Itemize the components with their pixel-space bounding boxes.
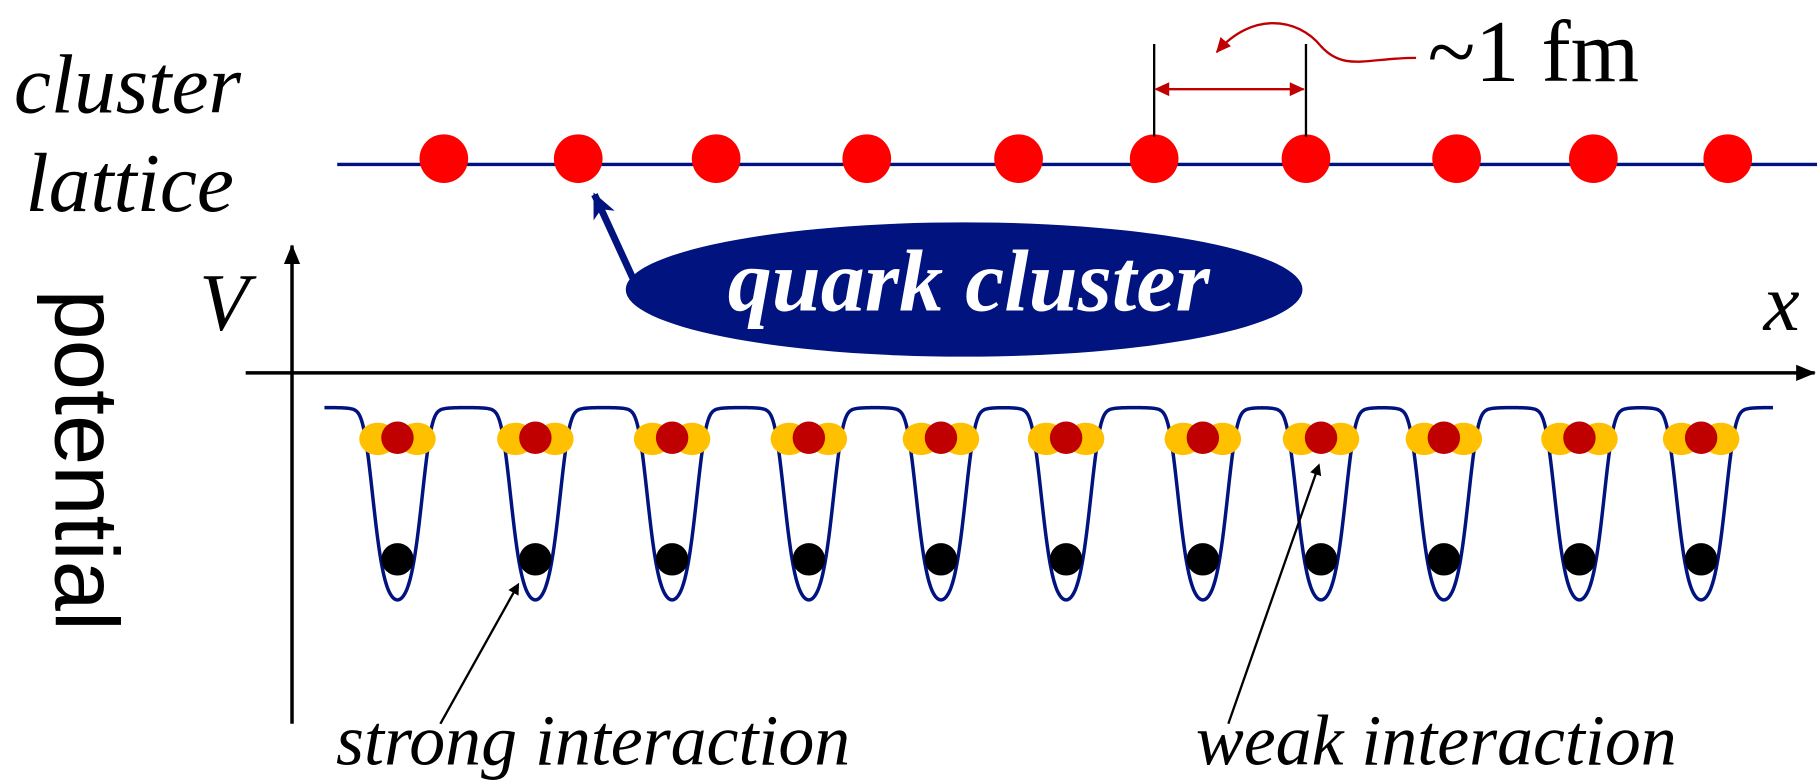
cluster-label: cluster [14,39,242,131]
red-quark [1305,422,1337,454]
weak-pointer [1228,466,1318,724]
red-quark [793,422,825,454]
red-quark [381,422,413,454]
black-quark [1563,543,1595,575]
black-quark [793,543,825,575]
strong-label: strong interaction [336,700,850,780]
page: cluster lattice ~1 fm quark cluster V x … [0,0,1817,784]
cluster-dot [842,134,891,183]
cluster-dot [554,134,603,183]
weak-label: weak interaction [1196,700,1677,780]
diagram: cluster lattice ~1 fm quark cluster V x … [0,0,1817,784]
black-quark [1187,543,1219,575]
cluster-dot [1432,134,1481,183]
red-quark [1187,422,1219,454]
red-quark [1428,422,1460,454]
red-quark [1050,422,1082,454]
red-quark [519,422,551,454]
pointer [594,195,632,278]
black-quark [1685,543,1717,575]
black-quark [925,543,957,575]
red-quark [656,422,688,454]
v-axis-label: V [199,258,257,348]
black-quark [1305,543,1337,575]
black-quark [1428,543,1460,575]
cluster-dot [1569,134,1618,183]
potential-label: potential [36,290,137,631]
red-quark [1685,422,1717,454]
red-quark [925,422,957,454]
lattice-label: lattice [25,138,233,230]
shapes [246,23,1817,724]
cluster-dot [1282,134,1331,183]
x-axis-label: x [1763,258,1800,348]
curly-arrow [1217,23,1416,62]
cluster-dot [994,134,1043,183]
spacing-label: ~1 fm [1428,4,1640,101]
cluster-dot [692,134,741,183]
red-quark [1563,422,1595,454]
black-quark [381,543,413,575]
black-quark [1050,543,1082,575]
black-quark [656,543,688,575]
cluster-dot [1703,134,1752,183]
cluster-dot [1130,134,1179,183]
black-quark [519,543,551,575]
cluster-dot [419,134,468,183]
quark-cluster-label: quark cluster [728,233,1211,330]
